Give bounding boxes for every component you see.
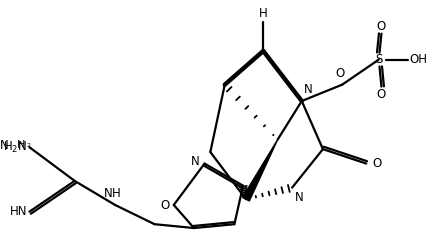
Text: $_2$: $_2$ bbox=[27, 141, 32, 150]
Text: O: O bbox=[372, 157, 381, 170]
Text: N: N bbox=[304, 83, 312, 96]
Text: H: H bbox=[16, 140, 25, 150]
Text: N: N bbox=[0, 139, 8, 152]
Polygon shape bbox=[243, 139, 278, 201]
Text: N: N bbox=[104, 187, 113, 200]
Text: O: O bbox=[160, 199, 169, 212]
Text: N: N bbox=[191, 155, 200, 168]
Text: O: O bbox=[336, 67, 345, 80]
Text: H: H bbox=[111, 187, 120, 200]
Text: OH: OH bbox=[410, 53, 428, 66]
Text: N: N bbox=[295, 191, 304, 204]
Text: HN: HN bbox=[10, 205, 27, 218]
Text: S: S bbox=[375, 53, 383, 66]
Text: O: O bbox=[376, 20, 385, 33]
Text: H$_2$N: H$_2$N bbox=[3, 140, 27, 155]
Text: H: H bbox=[259, 7, 268, 20]
Text: O: O bbox=[376, 88, 385, 101]
